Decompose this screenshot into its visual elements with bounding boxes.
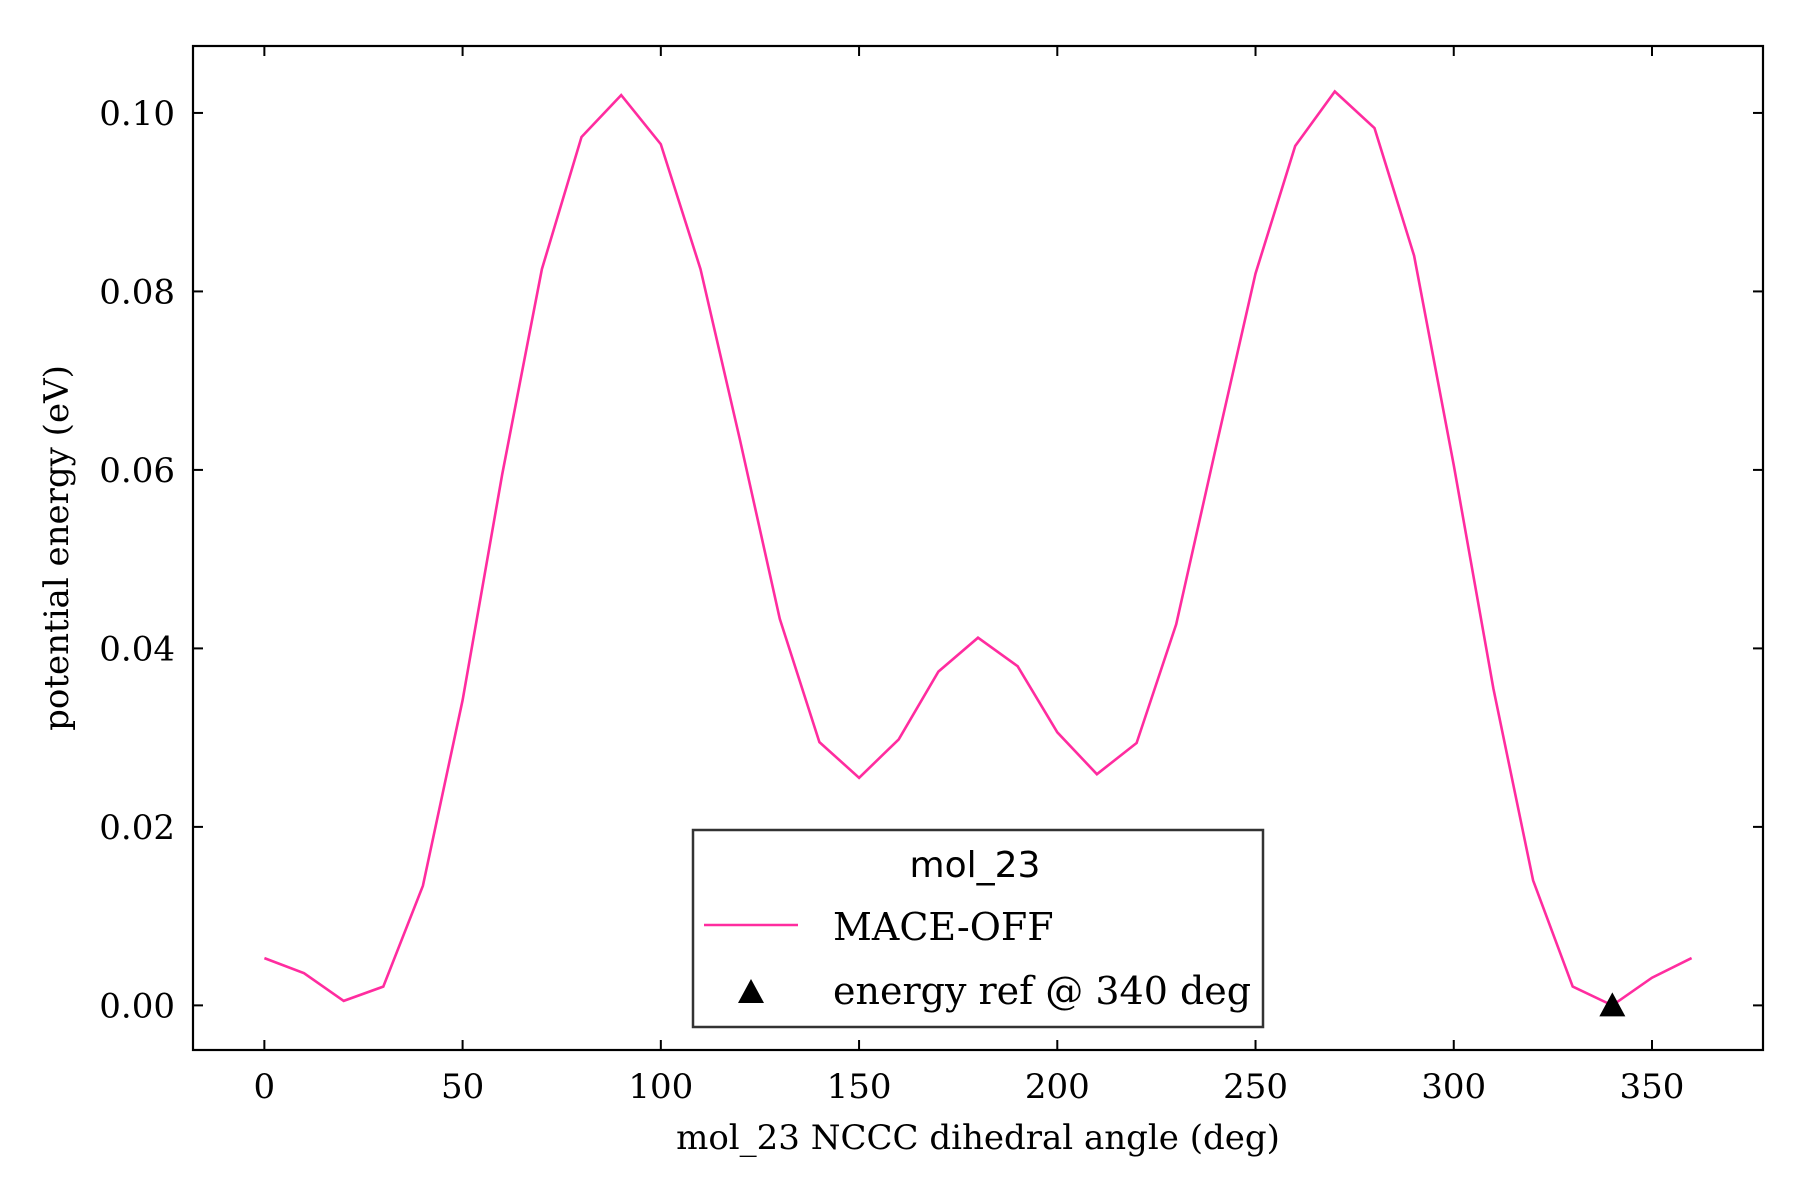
- series-line-mace-off: [263, 89, 1693, 1007]
- y-tick-label: 0.10: [99, 94, 175, 134]
- x-tick-label: 100: [628, 1067, 693, 1107]
- legend: mol_23 MACE-OFF energy ref @ 340 deg: [691, 828, 1265, 1029]
- x-tick-label: 250: [1223, 1067, 1288, 1107]
- legend-triangle-marker: [738, 979, 764, 1003]
- x-axis-label: mol_23 NCCC dihedral angle (deg): [676, 1118, 1280, 1158]
- y-tick-label: 0.04: [99, 629, 175, 669]
- y-tick-label: 0.06: [99, 451, 175, 491]
- x-tick-label: 200: [1025, 1067, 1090, 1107]
- x-tick-label: 50: [441, 1067, 484, 1107]
- energy-ref-marker: [1599, 992, 1626, 1017]
- plot-frame: [191, 44, 1765, 1052]
- legend-label-mace-off: MACE-OFF: [833, 905, 1054, 949]
- legend-label-energy-ref: energy ref @ 340 deg: [833, 969, 1251, 1013]
- legend-title: mol_23: [910, 845, 1041, 886]
- x-tick-label: 150: [827, 1067, 892, 1107]
- axis-ticks: 0 50 100 150 200 250 300 350 0.00 0.02 0.04 0.06 0.0…: [99, 46, 1763, 1107]
- y-tick-label: 0.02: [99, 808, 175, 848]
- y-axis-label: potential energy (eV): [37, 365, 77, 731]
- x-tick-label: 300: [1421, 1067, 1486, 1107]
- x-tick-label: 0: [254, 1067, 276, 1107]
- legend-box: [691, 828, 1265, 1029]
- y-tick-label: 0.00: [99, 986, 175, 1026]
- y-tick-label: 0.08: [99, 272, 175, 312]
- x-tick-label: 350: [1620, 1067, 1685, 1107]
- series-layer: [263, 89, 1693, 1017]
